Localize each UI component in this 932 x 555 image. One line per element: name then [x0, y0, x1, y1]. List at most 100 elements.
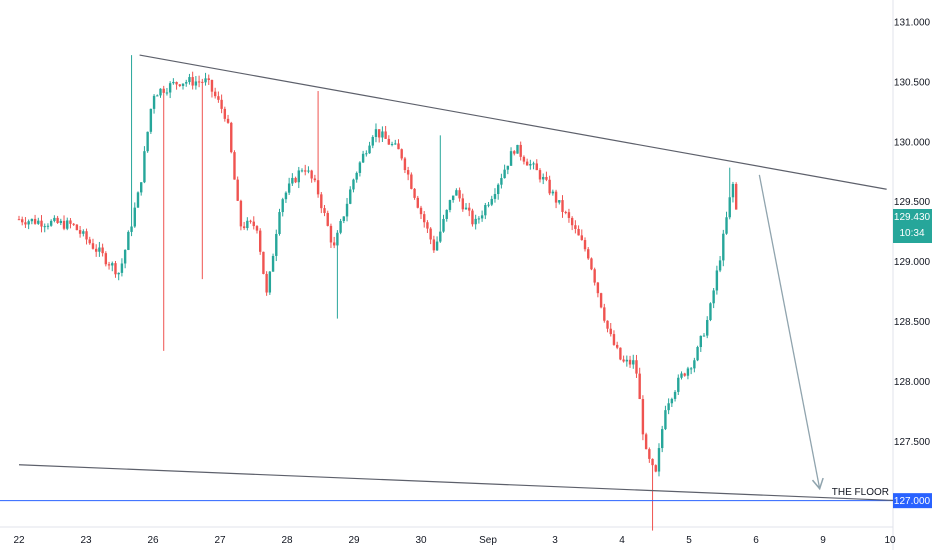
candle-body	[448, 200, 452, 210]
candle-body	[85, 231, 88, 240]
candle	[722, 229, 725, 267]
candle	[403, 156, 407, 174]
candle	[696, 345, 699, 362]
time-tick-label: 3	[552, 535, 558, 546]
candle	[91, 238, 95, 250]
candle	[326, 210, 329, 227]
candle-body	[59, 220, 63, 223]
candle	[181, 83, 185, 90]
candle-body	[503, 169, 506, 179]
candle-body	[439, 231, 442, 242]
candle	[464, 203, 468, 210]
candle	[693, 357, 696, 373]
candle	[262, 251, 265, 275]
candle-body	[577, 228, 580, 236]
candle	[580, 229, 583, 241]
candle	[400, 148, 403, 161]
candle-body	[336, 232, 339, 246]
time-tick-label: 28	[281, 535, 293, 546]
candle	[503, 164, 506, 179]
candle-body	[252, 221, 255, 227]
candle-body	[689, 368, 693, 370]
candle-body	[332, 242, 336, 246]
candle-body	[718, 260, 722, 271]
candle-body	[242, 226, 246, 229]
candle	[111, 261, 114, 272]
candle	[525, 158, 529, 166]
candle	[625, 355, 629, 367]
candle	[664, 405, 667, 431]
candle	[731, 181, 735, 203]
candle-body	[474, 218, 477, 225]
candle-body	[326, 212, 329, 226]
candle-body	[127, 231, 130, 250]
the-floor-annotation: THE FLOOR	[832, 487, 889, 498]
candle	[230, 121, 233, 154]
candle-body	[143, 151, 146, 183]
candle-body	[596, 282, 600, 294]
candle-body	[632, 360, 635, 365]
candle-body	[82, 231, 85, 234]
candle-body	[377, 129, 381, 138]
price-tick-label: 127.500	[894, 437, 931, 448]
projection-arrow[interactable]	[758, 174, 824, 491]
drawings-layer	[0, 54, 932, 503]
candle-body	[509, 151, 513, 166]
candle-body	[403, 158, 407, 171]
candle-body	[162, 88, 165, 93]
candle-body	[146, 131, 149, 152]
candle-body	[262, 251, 265, 274]
axis-labels-layer: THE FLOOR 127.000 129.430 10:34	[832, 209, 932, 509]
candle-body	[307, 170, 310, 172]
candle	[641, 395, 645, 441]
candle-body	[638, 373, 641, 400]
candle-body	[615, 344, 619, 348]
candle	[619, 347, 622, 361]
candle	[159, 88, 162, 98]
candle-body	[599, 293, 603, 308]
candle	[609, 322, 612, 337]
candle-body	[349, 189, 352, 204]
candles-layer	[17, 55, 738, 531]
candle	[53, 215, 56, 223]
lower-trendline[interactable]	[18, 464, 932, 503]
time-tick-label: 6	[753, 535, 759, 546]
candle-body	[152, 95, 156, 109]
price-axis[interactable]: 131.000 130.500 130.000 129.500 129.000 128.5…	[894, 18, 931, 448]
candle	[718, 256, 722, 273]
candle	[223, 106, 227, 122]
candle-body	[181, 83, 185, 86]
candle	[197, 75, 201, 88]
candle	[435, 236, 439, 251]
candle-body	[165, 92, 169, 94]
candle-body	[442, 218, 445, 232]
candle-body	[413, 188, 416, 198]
candle	[156, 94, 159, 97]
candle-body	[644, 434, 648, 450]
candle-body	[239, 200, 243, 227]
candle	[72, 223, 75, 226]
candle-body	[451, 195, 455, 201]
candle-body	[506, 165, 510, 170]
candle-body	[384, 131, 387, 139]
candle	[661, 425, 664, 453]
candle-body	[78, 230, 82, 234]
candle	[101, 243, 104, 257]
candle	[143, 146, 146, 184]
candle	[120, 258, 124, 277]
candle-body	[271, 255, 275, 272]
candle-body	[706, 320, 709, 336]
upper-trendline[interactable]	[139, 54, 887, 190]
candle	[75, 224, 79, 231]
candle-body	[175, 81, 178, 85]
candle-body	[651, 458, 654, 466]
time-axis[interactable]: 22232627282930Sep345691011	[13, 535, 932, 546]
candle	[551, 189, 555, 196]
candle-body	[178, 84, 181, 86]
candle-body	[310, 170, 313, 179]
candle	[307, 166, 310, 174]
candle-body	[680, 373, 683, 378]
candle	[191, 71, 194, 90]
candle	[210, 79, 214, 98]
